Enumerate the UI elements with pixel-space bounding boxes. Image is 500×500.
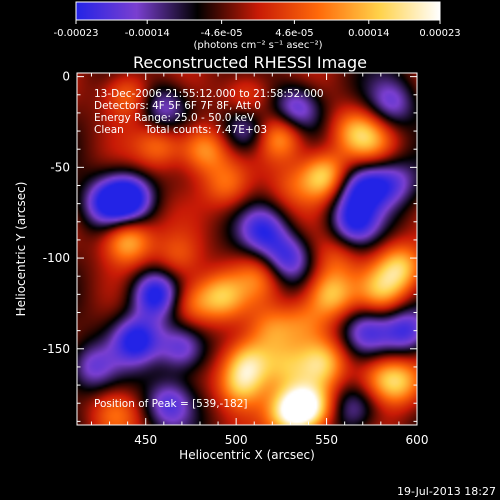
x-axis-label: Heliocentric X (arcsec) [179,448,315,462]
heatmap-layer [77,73,417,425]
y-tick-label: -150 [43,342,70,356]
chart-title: Reconstructed RHESSI Image [133,53,367,72]
y-tick-label: -50 [50,160,70,174]
energy-range-annotation: Energy Range: 25.0 - 50.0 keV [94,112,255,124]
y-tick-label: -100 [43,251,70,265]
plot-frame [76,72,418,426]
detectors-annotation: Detectors: 4F 5F 6F 7F 8F, Att 0 [94,100,261,112]
colorbar-tick-label: 0.00014 [348,28,389,39]
algorithm-annotation: Clean [94,124,124,136]
y-axis-ticks: 0 -50 -100 -150 [43,70,417,422]
heatmap-image [77,73,417,425]
x-tick-label: 600 [406,433,429,447]
colorbar-frame [75,1,441,21]
colorbar-tick-labels: -0.00023 -0.00014 -4.6e-05 4.6e-05 0.00014 0.… [54,28,461,39]
date-stamp: 19-Jul-2013 18:27 [397,485,496,498]
colorbar-tick-label: 4.6e-05 [275,28,313,39]
y-tick-label: 0 [62,70,70,84]
x-tick-label: 550 [315,433,338,447]
colorbar-unit-label: (photons cm⁻² s⁻¹ asec⁻²) [193,40,322,51]
colorbar-tick-label: -0.00023 [54,28,99,39]
y-axis-label: Heliocentric Y (arcsec) [14,182,28,317]
colorbar: -0.00023 -0.00014 -4.6e-05 4.6e-05 0.00014 0.… [54,1,461,51]
annotation-block: 13-Dec-2006 21:55:12.000 to 21:58:52.000… [94,88,324,410]
colorbar-gradient [76,2,440,20]
colorbar-ticks [75,20,441,24]
colorbar-tick-label: 0.00023 [419,28,460,39]
x-axis-ticks: 450 500 550 600 [90,73,429,447]
time-range-annotation: 13-Dec-2006 21:55:12.000 to 21:58:52.000 [94,88,324,100]
colorbar-tick-label: -0.00014 [125,28,170,39]
total-counts-annotation: Total counts: 7.47E+03 [144,124,267,136]
x-tick-label: 500 [225,433,248,447]
colorbar-tick-label: -4.6e-05 [201,28,243,39]
x-tick-label: 450 [134,433,157,447]
peak-marker [305,405,308,409]
peak-position-annotation: Position of Peak = [539,-182] [94,398,248,410]
